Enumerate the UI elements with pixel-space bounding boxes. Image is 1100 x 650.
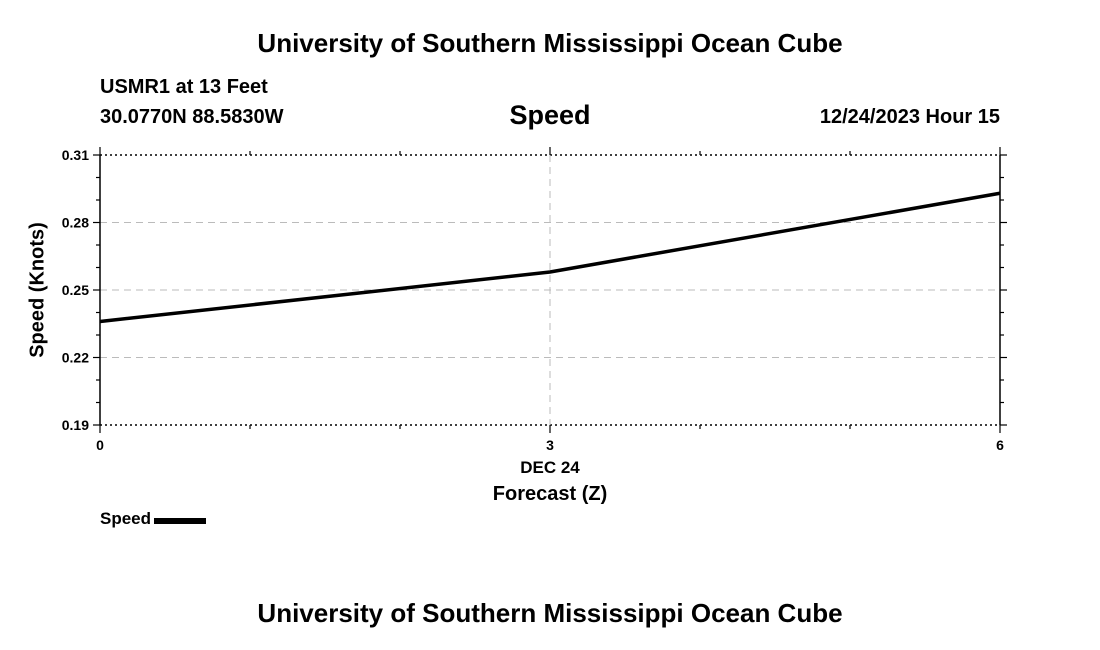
station-label: USMR1 at 13 Feet <box>100 76 268 98</box>
series-line-speed <box>99 191 1001 324</box>
forecast-datetime: 12/24/2023 Hour 15 <box>819 106 1000 128</box>
y-tick-label: 0.25 <box>62 282 89 298</box>
x-tick-label: 3 <box>546 437 554 453</box>
tick-layer: 0.31 0.28 0.25 0.22 0.19 0 3 6 <box>62 147 1007 453</box>
y-tick-label: 0.22 <box>62 350 89 366</box>
grid-layer <box>100 154 1000 426</box>
x-axis-label: Forecast (Z) <box>492 483 608 505</box>
station-coordinates: 30.0770N 88.5830W <box>100 106 284 128</box>
x-axis-date-label: DEC 24 <box>520 458 580 477</box>
page-title: University of Southern Mississippi Ocean… <box>257 28 843 58</box>
y-tick-label: 0.31 <box>62 147 89 163</box>
series-layer <box>99 191 1001 324</box>
y-tick-label: 0.19 <box>62 417 89 433</box>
chart-title: Speed <box>509 100 591 130</box>
legend-swatch-speed <box>154 517 207 524</box>
legend: Speed <box>100 509 207 529</box>
y-tick-label: 0.28 <box>62 215 89 231</box>
legend-label-speed: Speed <box>100 509 152 528</box>
x-tick-label: 0 <box>96 437 104 453</box>
x-tick-label: 6 <box>996 437 1004 453</box>
footer-title: University of Southern Mississippi Ocean… <box>257 598 843 628</box>
